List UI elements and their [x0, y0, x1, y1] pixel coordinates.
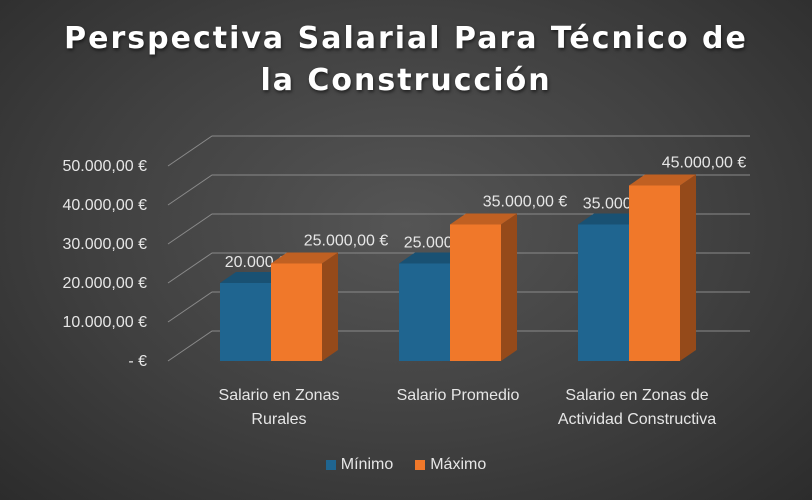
category-label-0-line-1: Rurales	[251, 411, 306, 428]
bar-maximo-2	[629, 185, 680, 361]
chart-title-line-2: la Construcción	[260, 63, 552, 98]
bar-top-maximo-0	[271, 252, 338, 264]
bar-minimo-2	[578, 224, 629, 361]
gridline-3	[167, 213, 750, 245]
category-label-2-line-1: Actividad Constructiva	[558, 411, 716, 428]
bar-top-minimo-2	[578, 213, 645, 225]
bar-maximo-0	[271, 263, 322, 361]
category-label-0-line-0: Salario en Zonas	[219, 387, 340, 404]
legend-label-maximo: Máximo	[430, 456, 487, 473]
y-tick-label-3: 30.000,00 €	[62, 236, 147, 253]
gridline-1	[167, 291, 750, 323]
legend-swatch-minimo	[325, 460, 336, 470]
bar-top-minimo-1	[399, 252, 466, 264]
gridline-4	[167, 174, 750, 206]
bar-side-maximo-1	[501, 213, 517, 361]
bar-top-maximo-2	[629, 174, 696, 186]
bar-top-minimo-0	[220, 272, 287, 283]
chart-title-line-1: Perspectiva Salarial Para Técnico de	[64, 21, 748, 56]
chart-title: Perspectiva Salarial Para Técnico de la …	[56, 18, 756, 102]
gridline-5	[167, 135, 750, 167]
data-label-maximo-1: 35.000,00 €	[483, 194, 568, 211]
legend-swatch-maximo	[415, 460, 426, 470]
y-tick-label-0: - €	[128, 353, 147, 370]
legend-item-minimo: Mínimo	[325, 456, 394, 474]
category-label-2-line-0: Salario en Zonas de	[565, 387, 708, 404]
bar-minimo-1	[399, 263, 450, 361]
y-tick-label-5: 50.000,00 €	[62, 158, 147, 175]
bar-maximo-1	[450, 224, 501, 361]
data-label-maximo-0: 25.000,00 €	[304, 233, 389, 250]
y-tick-label-1: 10.000,00 €	[62, 314, 147, 331]
bar-side-maximo-2	[680, 174, 696, 361]
bar-side-maximo-0	[322, 252, 338, 361]
category-label-1-line-0: Salario Promedio	[397, 387, 520, 404]
bar-minimo-0	[220, 283, 271, 361]
gridline-2	[167, 252, 750, 284]
chart-legend: Mínimo Máximo	[0, 456, 812, 474]
bar-top-maximo-1	[450, 213, 517, 225]
data-label-maximo-2: 45.000,00 €	[662, 155, 747, 172]
legend-label-minimo: Mínimo	[340, 456, 394, 473]
y-tick-label-2: 20.000,00 €	[62, 275, 147, 292]
gridline-0	[167, 330, 750, 362]
legend-item-maximo: Máximo	[415, 456, 486, 474]
y-tick-label-4: 40.000,00 €	[62, 197, 147, 214]
